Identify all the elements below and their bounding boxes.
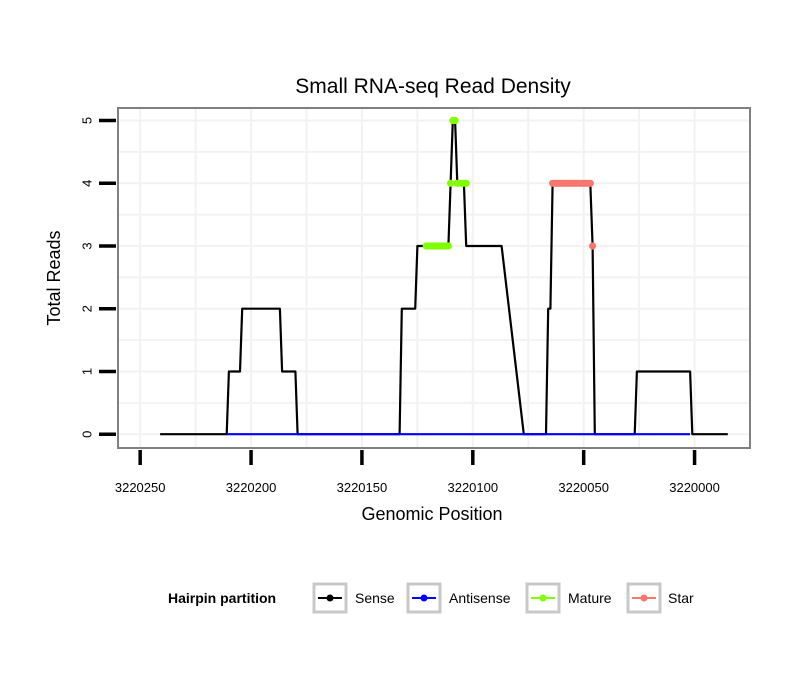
legend-key-point bbox=[420, 594, 428, 602]
x-tick-label: 3220100 bbox=[447, 480, 498, 495]
legend: Hairpin partition Sense Antisense Mature St… bbox=[168, 582, 694, 614]
data-point-mature bbox=[451, 116, 459, 125]
legend-key-point bbox=[326, 594, 334, 602]
y-axis-label: Total Reads bbox=[44, 230, 64, 325]
x-tick-label: 3220000 bbox=[669, 480, 720, 495]
legend-key-point bbox=[539, 594, 547, 602]
data-point-star bbox=[586, 179, 594, 187]
y-tick-label: 5 bbox=[79, 117, 94, 124]
legend-items: Sense Antisense Mature Star bbox=[312, 582, 694, 614]
data-point-star bbox=[589, 242, 597, 250]
legend-label: Mature bbox=[568, 590, 612, 606]
x-tick-label: 3220250 bbox=[115, 480, 166, 495]
x-tick-label: 3220200 bbox=[226, 480, 277, 495]
chart-title: Small RNA-seq Read Density bbox=[295, 75, 571, 98]
series-line-sense bbox=[160, 119, 728, 436]
x-axis-label: Genomic Position bbox=[361, 504, 502, 524]
data-point-mature bbox=[444, 242, 452, 250]
legend-title: Hairpin partition bbox=[168, 590, 276, 606]
x-tick-label: 3220150 bbox=[337, 480, 388, 495]
legend-key-point bbox=[640, 594, 648, 602]
legend-label: Antisense bbox=[449, 590, 511, 606]
axes: 3220250 3220200 3220150 3220100 3220050 32200… bbox=[79, 117, 719, 495]
plot-border bbox=[117, 107, 751, 449]
y-tick-label: 1 bbox=[79, 368, 94, 375]
data-point-mature bbox=[462, 179, 470, 187]
legend-label: Star bbox=[668, 590, 694, 606]
y-tick-label: 0 bbox=[79, 431, 94, 438]
x-tick-label: 3220050 bbox=[558, 480, 609, 495]
data-layer bbox=[160, 116, 728, 436]
y-tick-label: 3 bbox=[79, 242, 94, 249]
legend-label: Sense bbox=[355, 590, 395, 606]
y-tick-label: 2 bbox=[79, 305, 94, 312]
data-point-mature bbox=[447, 179, 455, 187]
y-tick-label: 4 bbox=[79, 180, 94, 187]
